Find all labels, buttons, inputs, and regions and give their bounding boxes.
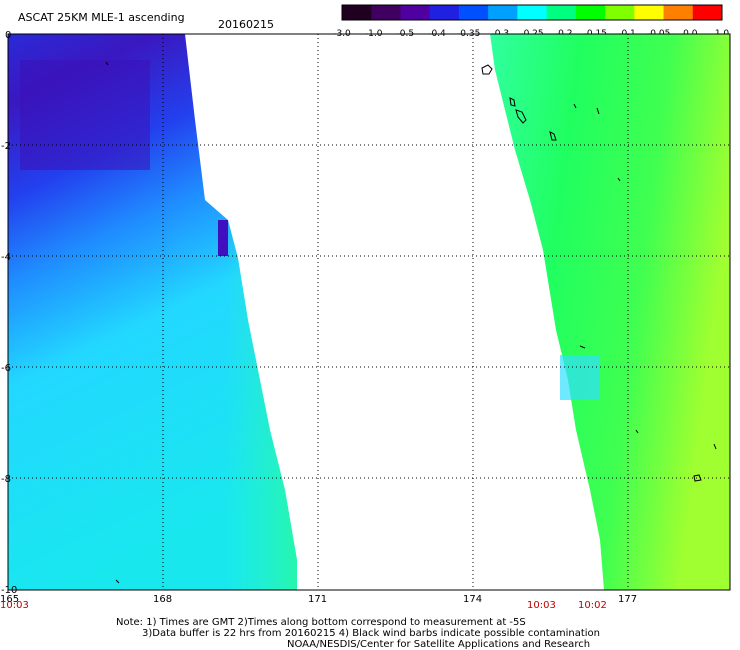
x-tick-label: 168 — [153, 594, 172, 605]
x-tick-label: 171 — [308, 594, 327, 605]
swath-west-purple-spot — [218, 220, 228, 256]
y-tick-label: -6 — [1, 363, 11, 374]
colorbar-cell — [575, 5, 606, 20]
colorbar-cell — [488, 5, 518, 20]
swath-time-east-1: 10:03 — [527, 600, 556, 611]
colorbar-cell — [517, 5, 548, 20]
y-tick-label: -8 — [1, 474, 11, 485]
colorbar-cell — [458, 5, 489, 20]
y-tick-label: -2 — [1, 141, 11, 152]
chart-title: ASCAT 25KM MLE-1 ascending — [18, 11, 185, 24]
colorbar-border — [341, 4, 723, 21]
islands — [105, 61, 717, 584]
note-line-1: Note: 1) Times are GMT 2)Times along bot… — [116, 617, 526, 628]
note-line-3: NOAA/NESDIS/Center for Satellite Applica… — [287, 639, 591, 650]
y-tick-label: -10 — [1, 585, 17, 596]
colorbar-cell — [663, 5, 694, 20]
x-tick-labels: 165 168 171 174 177 — [0, 594, 637, 605]
swath-west-edge — [8, 34, 297, 590]
colorbar-cell — [400, 5, 431, 20]
x-tick-label: 174 — [463, 594, 482, 605]
swath-east — [490, 34, 730, 590]
swath-east-cyan-patch — [560, 355, 600, 400]
colorbar-cell — [692, 5, 723, 20]
swath-west-dark-patch — [20, 60, 150, 170]
x-tick-label: 177 — [618, 594, 637, 605]
chart-date: 20160215 — [218, 18, 274, 31]
colorbar-cell — [634, 5, 665, 20]
colorbar-cell — [605, 5, 635, 20]
y-tick-labels: 0 -2 -4 -6 -8 -10 — [1, 30, 17, 596]
x-tick-label: 165 — [0, 594, 19, 605]
colorbar-cell — [342, 5, 372, 20]
colorbar-cells — [341, 4, 723, 21]
y-tick-label: 0 — [5, 30, 11, 41]
swath-time-west: 10:03 — [0, 600, 29, 611]
note-line-2: 3)Data buffer is 22 hrs from 20160215 4)… — [142, 628, 600, 639]
colorbar-cell — [371, 5, 401, 20]
y-tick-label: -4 — [1, 252, 11, 263]
map-frame — [7, 33, 731, 591]
colorbar-cell — [546, 5, 577, 20]
swath-time-east-2: 10:02 — [578, 600, 607, 611]
colorbar-cell — [429, 5, 460, 20]
grid-lines — [7, 34, 730, 590]
